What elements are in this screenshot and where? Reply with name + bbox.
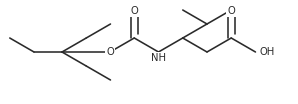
- Text: O: O: [106, 47, 114, 57]
- Text: NH: NH: [151, 53, 166, 63]
- Text: OH: OH: [260, 47, 275, 57]
- Text: O: O: [227, 6, 235, 16]
- Text: O: O: [130, 6, 138, 16]
